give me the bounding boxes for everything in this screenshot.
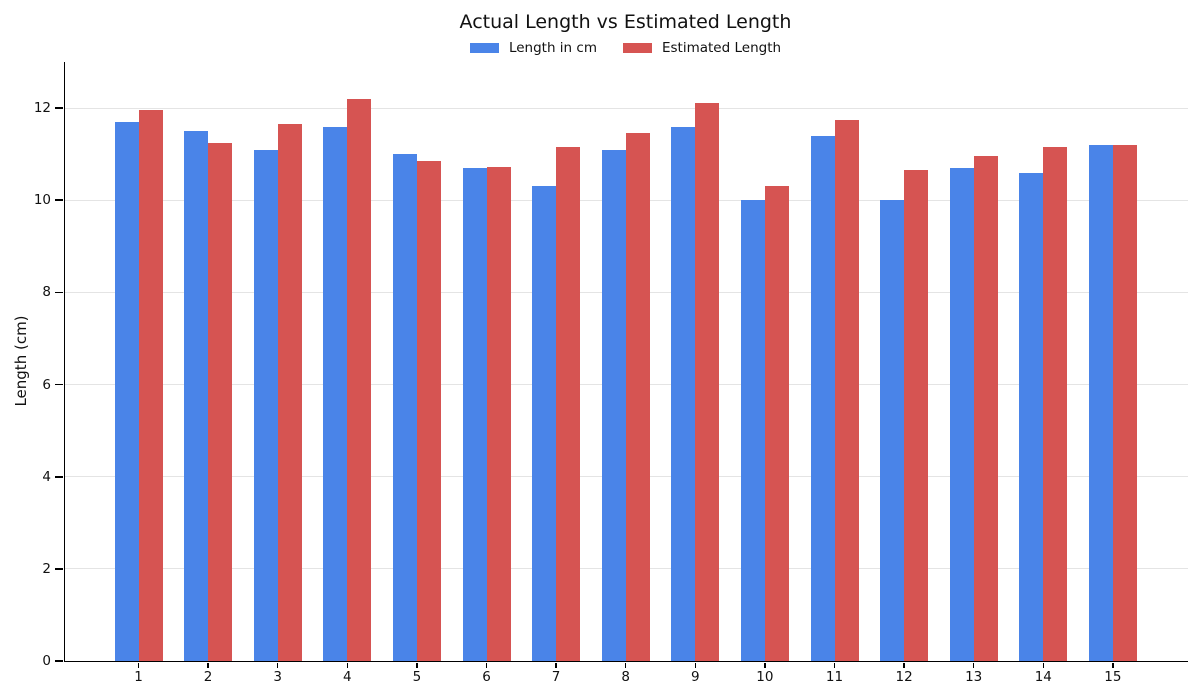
x-tick-label: 6	[482, 669, 491, 685]
bar-estimated-length	[347, 98, 372, 661]
x-tick	[485, 662, 488, 669]
bar-estimated-length	[973, 156, 998, 661]
bar-length-in-cm	[601, 149, 626, 661]
x-tick-label: 14	[1034, 669, 1052, 685]
legend-label-estimated: Estimated Length	[661, 40, 782, 56]
bar-length-in-cm	[532, 186, 557, 661]
x-tick-label: 11	[825, 669, 844, 685]
x-tick	[694, 662, 697, 669]
x-tick-label: 15	[1104, 669, 1122, 685]
x-tick-label: 10	[756, 669, 774, 685]
y-tick-label: 6	[42, 376, 51, 393]
y-tick	[55, 107, 64, 109]
legend-item-estimated: Estimated Length	[622, 40, 782, 56]
legend-swatch-estimated-icon	[622, 43, 652, 53]
y-axis-label: Length (cm)	[12, 315, 30, 407]
bar-length-in-cm	[671, 126, 696, 661]
y-tick-label: 0	[42, 653, 51, 669]
y-tick	[55, 660, 64, 662]
x-tick	[764, 662, 766, 669]
bar-estimated-length	[625, 133, 650, 661]
x-tick-label: 13	[965, 669, 983, 685]
bar-estimated-length	[556, 147, 581, 661]
x-tick-label: 7	[551, 669, 561, 685]
bar-estimated-length	[138, 110, 163, 661]
x-tick-label: 8	[621, 669, 630, 685]
y-tick-label: 10	[33, 192, 51, 209]
bar-estimated-length	[695, 103, 720, 661]
bar-estimated-length	[277, 124, 302, 661]
bar-length-in-cm	[1088, 144, 1113, 661]
legend-label-actual: Length in cm	[508, 40, 597, 56]
x-tick	[972, 662, 975, 669]
bar-length-in-cm	[949, 167, 974, 661]
plot-area: 0 2 4 6 8 10 12 1 2 3 4 5 6 7 8 9 10 11 12 13 14 15	[34, 62, 1188, 685]
chart-title: Actual Length vs Estimated Length	[459, 11, 792, 33]
x-tick-label: 3	[273, 669, 282, 685]
x-tick	[346, 662, 349, 669]
x-tick	[1112, 662, 1114, 669]
bar-estimated-length	[486, 166, 511, 661]
bar-estimated-length	[1112, 144, 1137, 661]
bar-estimated-length	[208, 142, 233, 661]
bar-estimated-length	[904, 170, 929, 661]
y-tick-label: 4	[42, 468, 51, 485]
bar-estimated-length	[764, 186, 789, 661]
chart-header: Actual Length vs Estimated Length Length…	[64, 0, 1187, 56]
x-tick	[137, 662, 140, 669]
bar-estimated-length	[1043, 147, 1068, 661]
x-tick	[903, 662, 905, 669]
legend: Length in cm Estimated Length	[64, 40, 1187, 56]
bar-length-in-cm	[323, 126, 348, 661]
x-tick	[416, 662, 418, 669]
y-tick	[55, 291, 64, 294]
x-tick-label: 12	[895, 669, 913, 685]
y-tick	[55, 383, 64, 386]
y-tick-label: 8	[42, 284, 51, 301]
bar-length-in-cm	[880, 200, 905, 661]
bar-length-in-cm	[810, 135, 835, 661]
bar-estimated-length	[416, 161, 441, 661]
bar-length-in-cm	[253, 149, 278, 661]
gridline	[65, 107, 1188, 109]
y-tick	[55, 475, 64, 478]
y-tick-label: 2	[42, 560, 51, 577]
x-tick	[1042, 662, 1045, 669]
x-tick-label: 5	[412, 669, 422, 685]
bar-estimated-length	[834, 119, 859, 661]
x-tick	[555, 662, 557, 669]
y-tick	[55, 199, 64, 202]
bar-length-in-cm	[392, 154, 417, 661]
legend-swatch-actual-icon	[469, 43, 499, 53]
bar-length-in-cm	[114, 121, 139, 661]
x-tick-label: 4	[343, 669, 352, 685]
x-tick-label: 9	[691, 669, 700, 685]
x-tick	[207, 662, 209, 669]
legend-item-actual: Length in cm	[469, 40, 597, 56]
y-tick-label: 12	[33, 100, 51, 117]
bar-length-in-cm	[740, 200, 765, 661]
x-tick-label: 2	[203, 669, 213, 685]
bar-length-in-cm	[462, 167, 487, 661]
x-tick	[833, 662, 836, 669]
x-tick	[624, 662, 627, 669]
bar-length-in-cm	[184, 131, 209, 661]
x-tick	[276, 662, 279, 669]
bar-length-in-cm	[1019, 172, 1044, 661]
y-tick	[55, 568, 64, 570]
x-tick-label: 1	[134, 669, 143, 685]
